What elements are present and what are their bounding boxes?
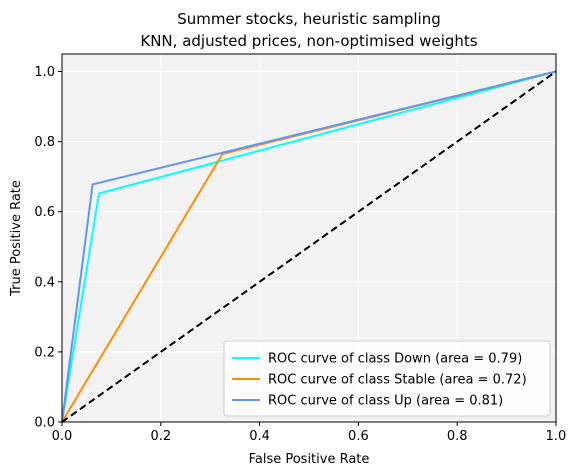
legend-label: ROC curve of class Stable (area = 0.72) — [268, 373, 527, 388]
x-tick-label: 0.0 — [52, 429, 73, 444]
y-tick-label: 0.6 — [34, 205, 55, 220]
x-tick-label: 1.0 — [546, 429, 567, 444]
legend: ROC curve of class Down (area = 0.79) ROC… — [223, 340, 551, 417]
reference-diagonal-line — [61, 70, 557, 423]
x-tick-label: 0.4 — [249, 429, 270, 444]
chart-subtitle: KNN, adjusted prices, non-optimised weig… — [140, 32, 477, 50]
y-axis-label: True Positive Rate — [9, 180, 24, 297]
y-tick-label: 0.2 — [34, 345, 55, 360]
axis-ticks: 0.0 0.2 0.4 0.6 0.8 1.0 0.0 0.2 0.4 0.6 0.8 1.0 — [34, 65, 566, 444]
x-tick-label: 0.6 — [348, 429, 369, 444]
roc-series-line — [61, 70, 557, 423]
x-tick-label: 0.2 — [150, 429, 171, 444]
legend-box — [223, 340, 551, 417]
legend-label: ROC curve of class Up (area = 0.81) — [268, 394, 503, 409]
y-tick-label: 0.0 — [34, 416, 55, 431]
y-tick-label: 0.4 — [34, 275, 55, 290]
x-axis-label: False Positive Rate — [249, 452, 370, 467]
series-layer — [61, 70, 557, 423]
grid-lines — [61, 54, 557, 423]
legend-label: ROC curve of class Down (area = 0.79) — [268, 352, 522, 367]
y-tick-label: 0.8 — [34, 135, 55, 150]
x-tick-label: 0.8 — [447, 429, 468, 444]
y-tick-label: 1.0 — [34, 65, 55, 80]
roc-series-line — [61, 70, 557, 423]
chart-title: Summer stocks, heuristic sampling — [177, 10, 441, 28]
plot-frame — [61, 53, 557, 423]
